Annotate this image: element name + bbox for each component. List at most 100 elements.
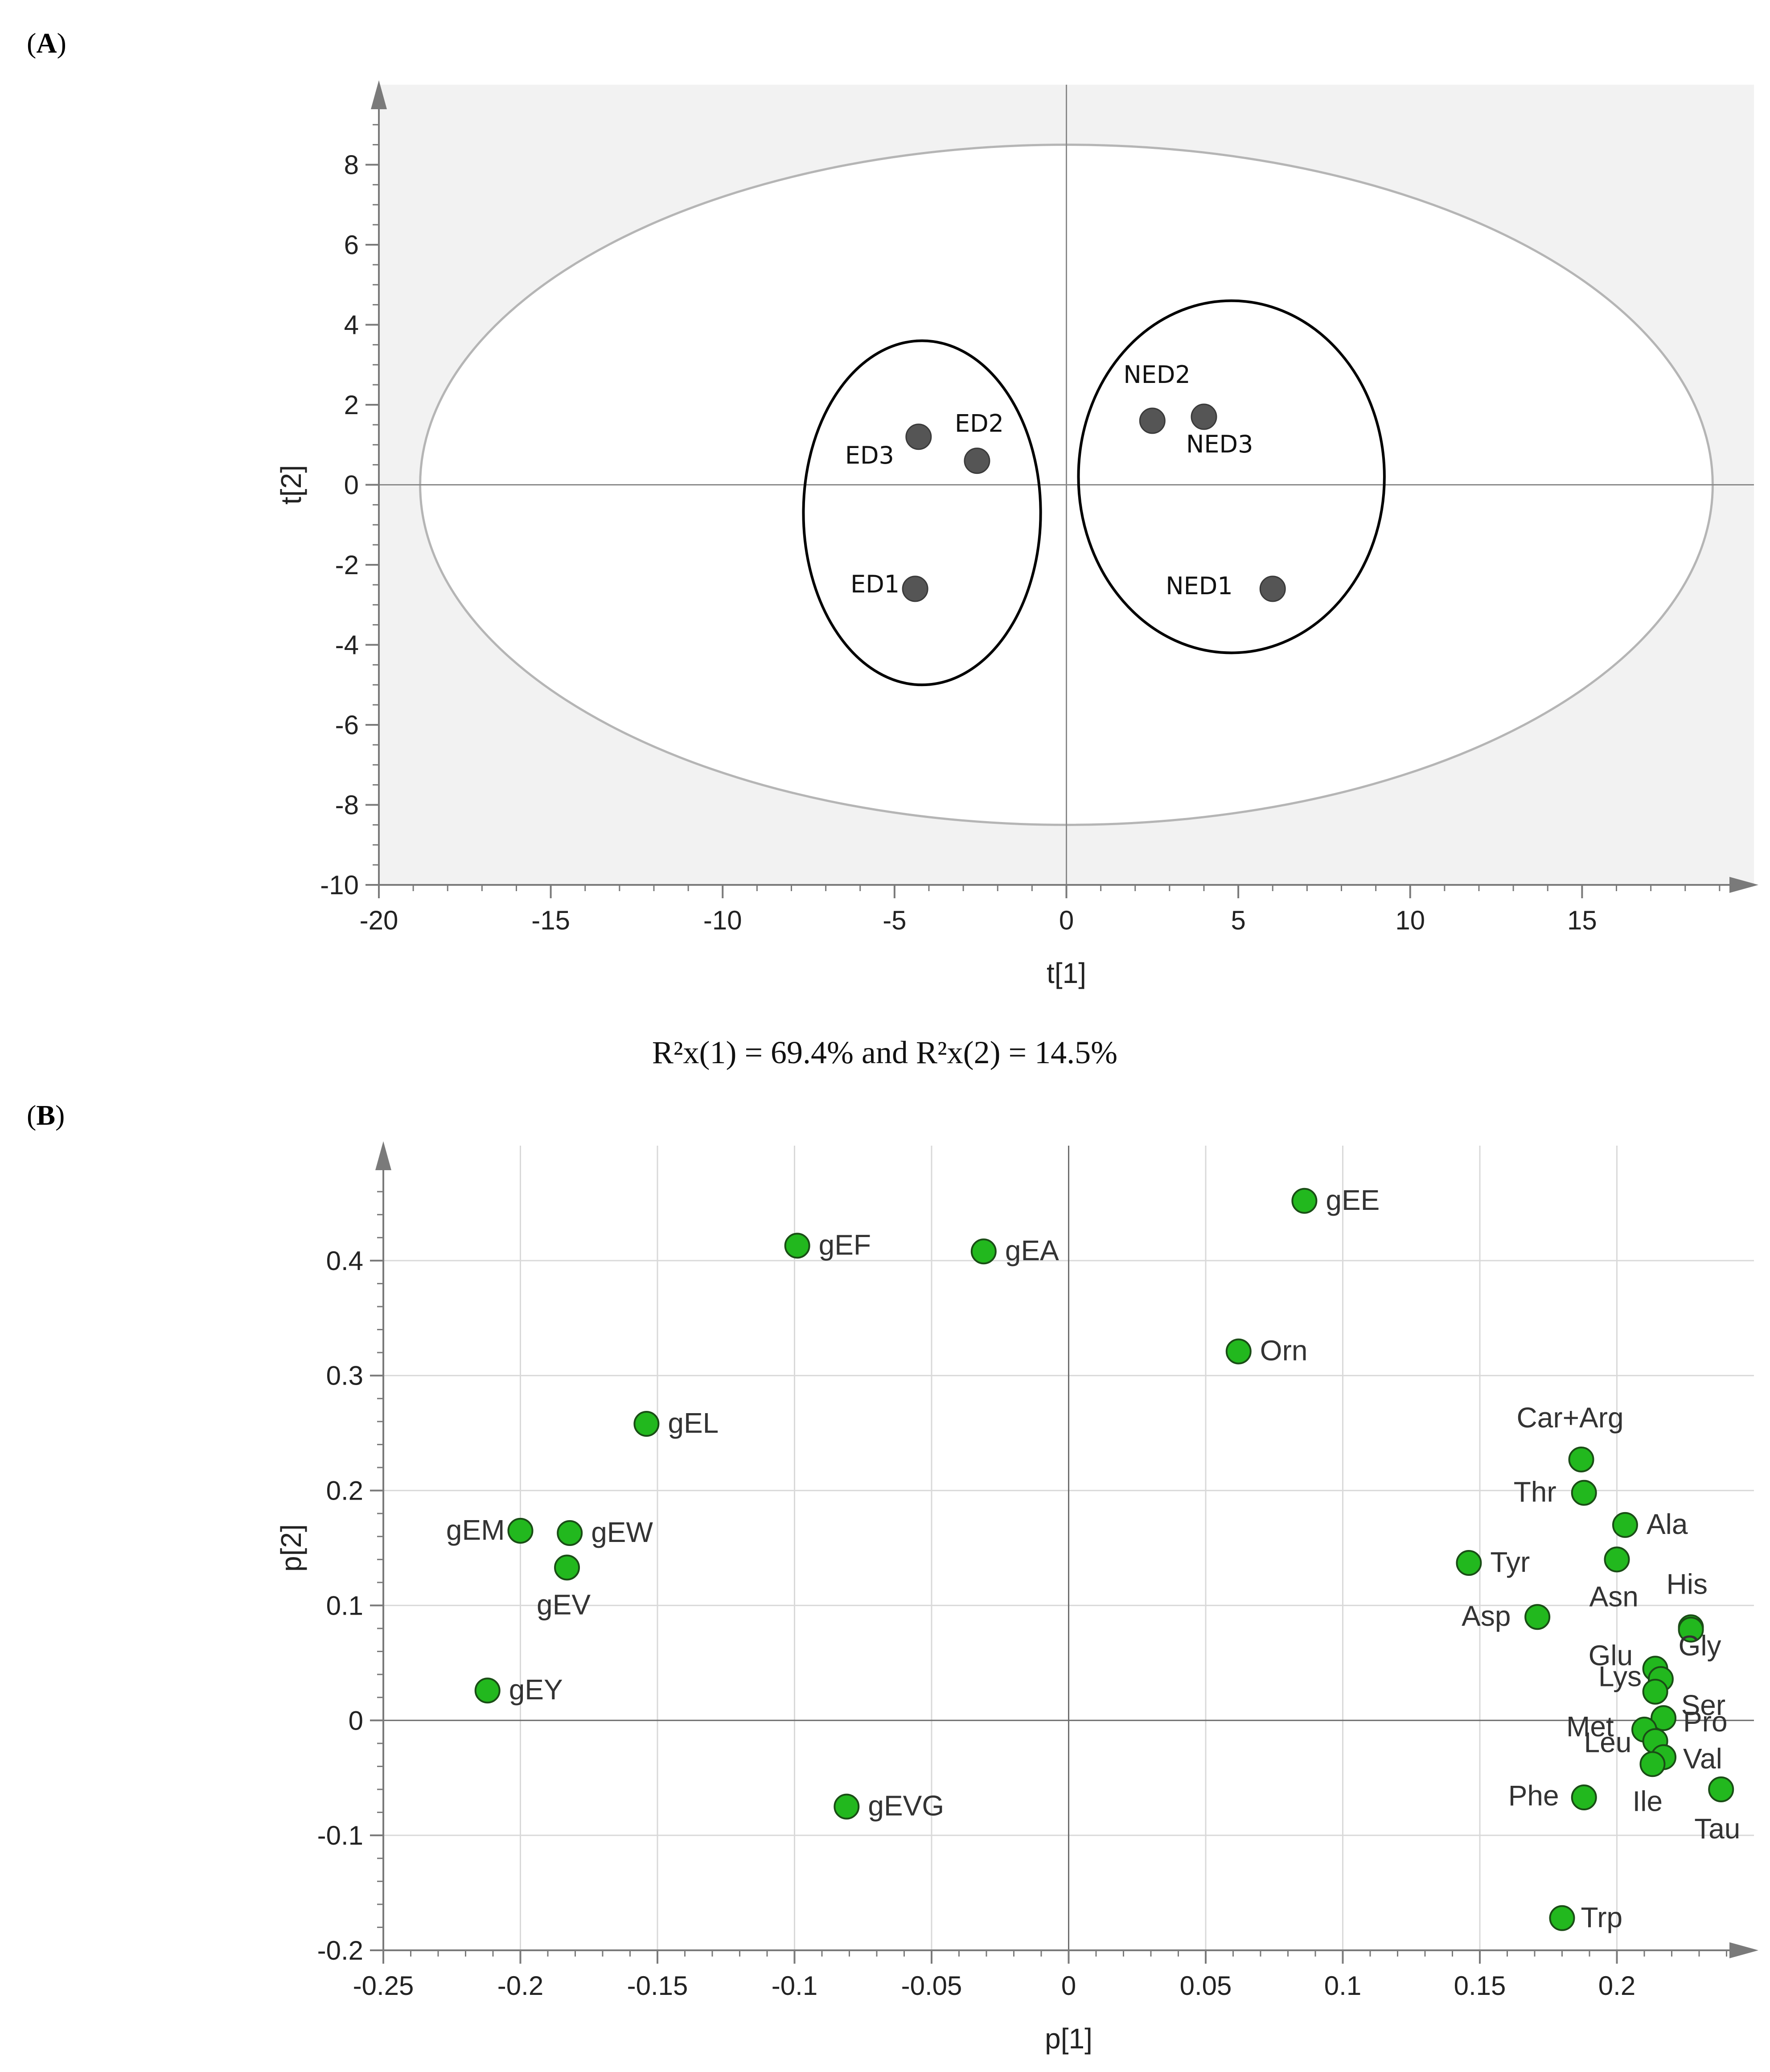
y-tick-label: -0.2 — [317, 1936, 363, 1965]
x-tick-label: -0.25 — [353, 1971, 414, 2001]
point-label-ala: Ala — [1647, 1508, 1688, 1540]
point-tau — [1708, 1776, 1734, 1802]
point-label-lys: Lys — [1598, 1660, 1642, 1692]
point-label-ed3: ED3 — [845, 441, 894, 469]
point-ned3 — [1191, 403, 1217, 430]
y-tick-label: -8 — [335, 790, 359, 820]
point-label-ser: Ser — [1681, 1689, 1726, 1721]
point-label-gef: gEF — [819, 1229, 871, 1261]
point-orn — [1225, 1338, 1252, 1365]
point-gem — [507, 1517, 534, 1544]
point-label-val: Val — [1683, 1743, 1722, 1775]
point-car-arg — [1568, 1446, 1594, 1472]
x-tick-label: -0.2 — [497, 1971, 543, 2001]
point-label-his: His — [1667, 1568, 1708, 1600]
point-thr — [1571, 1480, 1597, 1506]
point-label-gel: gEL — [668, 1407, 719, 1439]
point-ed3 — [905, 423, 932, 450]
x-tick-label: -20 — [360, 905, 398, 935]
point-label-gev: gEV — [537, 1588, 591, 1620]
point-label-thr: Thr — [1514, 1476, 1556, 1508]
point-label-ed1: ED1 — [850, 570, 899, 598]
point-label-tyr: Tyr — [1490, 1546, 1530, 1578]
panel-b-label: (B) — [27, 1099, 65, 1131]
point-label-ed2: ED2 — [955, 410, 1004, 438]
y-tick-label: 0 — [349, 1706, 363, 1735]
x-tick-label: 5 — [1231, 905, 1245, 935]
point-label-car-arg: Car+Arg — [1517, 1402, 1624, 1434]
x-tick-label: 15 — [1567, 905, 1597, 935]
point-asp — [1524, 1604, 1551, 1630]
point-label-gem: gEM — [446, 1514, 505, 1546]
panel-a-letter: A — [36, 27, 57, 59]
y-tick-label: 8 — [344, 150, 359, 180]
panel-b-letter: B — [36, 1099, 55, 1131]
y-tick-label: 0.1 — [326, 1591, 363, 1620]
y-tick-label: -6 — [335, 710, 359, 740]
y-tick-label: 4 — [344, 310, 359, 340]
point-ser — [1642, 1678, 1668, 1705]
x-tick-label: 0 — [1061, 1971, 1076, 2001]
x-tick-label: -5 — [883, 905, 906, 935]
group-ellipse-2 — [1077, 299, 1386, 654]
x-tick-label: -0.05 — [901, 1971, 962, 2001]
x-tick-label: -15 — [531, 905, 570, 935]
point-gef — [784, 1233, 810, 1259]
point-label-orn: Orn — [1260, 1335, 1308, 1367]
point-label-gew: gEW — [591, 1516, 653, 1548]
y-tick-label: 0 — [344, 470, 359, 500]
point-label-asp: Asp — [1462, 1600, 1511, 1632]
point-label-pro: Pro — [1683, 1706, 1728, 1738]
x-tick-label: 10 — [1395, 905, 1425, 935]
y-tick-label: 0.4 — [326, 1246, 363, 1276]
point-gea — [970, 1238, 997, 1265]
x-tick-label: -0.15 — [627, 1971, 688, 2001]
x-axis-arrow — [1729, 1942, 1758, 1958]
point-label-glu: Glu — [1589, 1639, 1633, 1671]
point-gev — [554, 1554, 580, 1581]
x-tick-label: -10 — [703, 905, 742, 935]
point-label-leu: Leu — [1584, 1727, 1632, 1759]
point-label-gevg: gEVG — [868, 1790, 944, 1822]
point-gey — [474, 1677, 501, 1704]
y-axis-arrow — [375, 1141, 391, 1170]
point-trp — [1549, 1905, 1575, 1931]
point-label-tau: Tau — [1694, 1813, 1740, 1845]
x-tick-label: 0.05 — [1180, 1971, 1232, 2001]
y-axis-title: p[2] — [275, 1524, 307, 1572]
point-ed2 — [964, 448, 990, 474]
point-tyr — [1456, 1550, 1482, 1576]
y-tick-label: 2 — [344, 390, 359, 420]
point-label-ile: Ile — [1632, 1785, 1663, 1817]
point-gly — [1678, 1616, 1704, 1643]
point-gel — [633, 1411, 660, 1437]
x-tick-label: 0.1 — [1324, 1971, 1361, 2001]
point-gee — [1291, 1188, 1318, 1214]
point-label-trp: Trp — [1581, 1901, 1623, 1933]
y-tick-label: -2 — [335, 550, 359, 580]
x-axis-title: t[1] — [1047, 957, 1086, 989]
point-label-gee: gEE — [1326, 1184, 1380, 1216]
chart-b-loadings-plot: -0.25 -0.2 -0.15 -0.1 -0.05 0 0.05 0.1 0.15 0.2 -0… — [275, 1141, 1758, 2055]
variance-caption: R²x(1) = 69.4% and R²x(2) = 14.5% — [652, 1035, 1117, 1070]
x-tick-label: 0 — [1059, 905, 1074, 935]
point-label-met: Met — [1566, 1710, 1614, 1743]
point-gew — [557, 1520, 583, 1546]
point-ned1 — [1259, 576, 1286, 602]
x-axis-title: p[1] — [1045, 2023, 1092, 2055]
y-tick-label: -4 — [335, 630, 359, 660]
panel-a-label: (A) — [27, 27, 66, 59]
point-ed1 — [902, 576, 928, 602]
point-ned2 — [1139, 407, 1166, 434]
point-label-ned2: NED2 — [1123, 361, 1190, 389]
y-tick-label: -0.1 — [317, 1821, 363, 1850]
x-tick-label: 0.15 — [1454, 1971, 1506, 2001]
point-label-asn: Asn — [1589, 1580, 1639, 1612]
point-label-gly: Gly — [1679, 1630, 1721, 1662]
y-axis-title: t[2] — [275, 465, 307, 505]
y-tick-label: 0.2 — [326, 1476, 363, 1506]
point-label-ned1: NED1 — [1166, 572, 1232, 600]
x-tick-label: 0.2 — [1598, 1971, 1635, 2001]
point-label-gey: gEY — [509, 1673, 563, 1706]
